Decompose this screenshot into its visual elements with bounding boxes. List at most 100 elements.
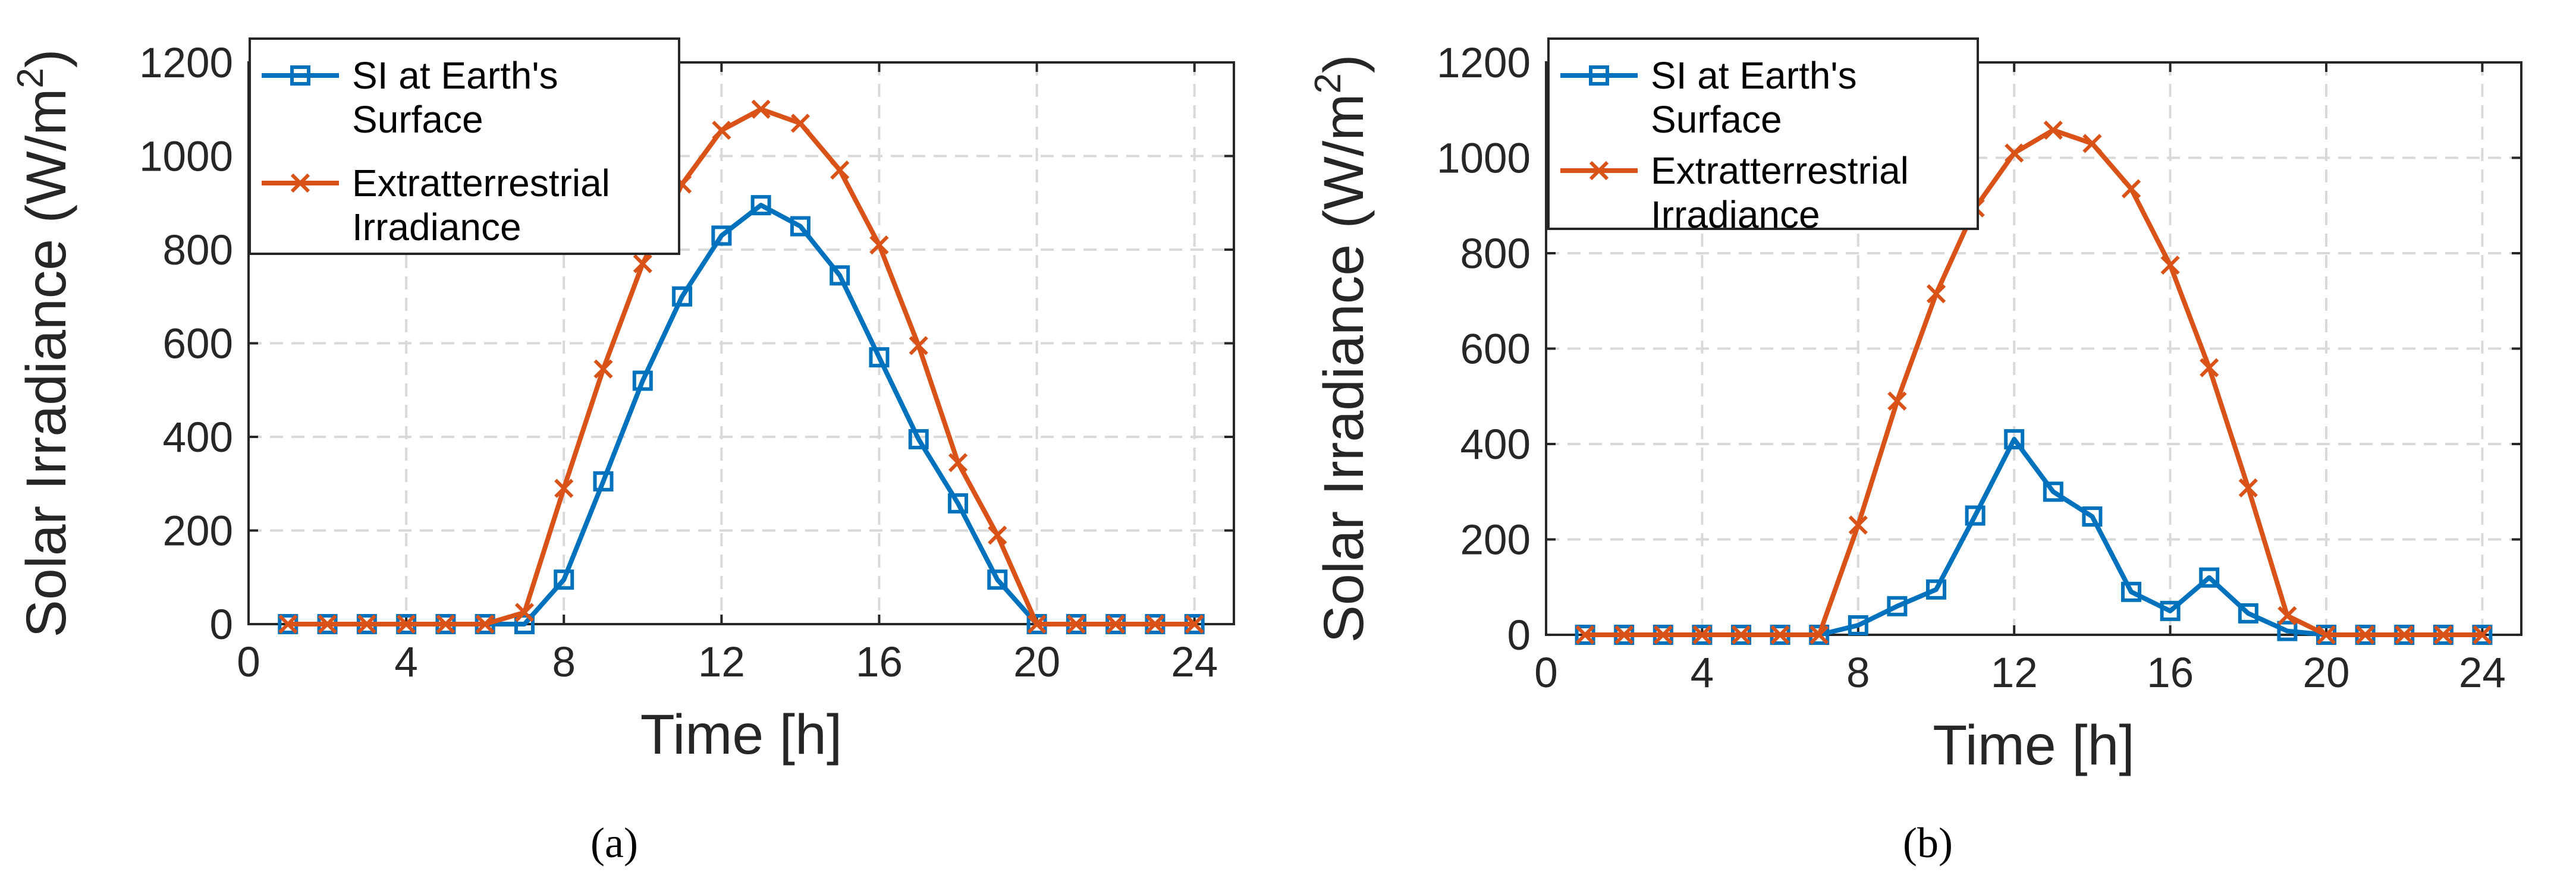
y-axis-label-main: Solar Irradiance (W/m (15, 89, 78, 638)
x-axis-label: Time [h] (640, 703, 843, 766)
data-point-square (514, 614, 535, 634)
legend-label: SI at Earth's (352, 54, 558, 97)
data-point-x (751, 99, 771, 119)
data-point-x (633, 254, 652, 273)
data-point-square (869, 347, 890, 368)
data-point-square (790, 216, 811, 237)
y-axis-label: Solar Irradiance (W/m2) (10, 49, 78, 638)
x-tick-label: 0 (237, 639, 260, 686)
series-line (288, 203, 1195, 626)
data-point-x (2043, 120, 2063, 140)
data-point-x (396, 614, 416, 634)
y-tick-label: 0 (1507, 612, 1531, 659)
data-point-x (830, 160, 850, 180)
series-surface (278, 195, 1205, 634)
legend-label: Surface (1651, 98, 1782, 141)
data-point-x (790, 114, 811, 133)
data-point-square (987, 569, 1008, 590)
legend-swatch-square (1589, 65, 1609, 86)
data-point-x (2355, 625, 2375, 645)
data-point-square (948, 493, 969, 514)
data-point-x (593, 359, 613, 379)
data-point-x (1770, 625, 1790, 645)
data-point-x (357, 614, 376, 634)
data-point-square (1887, 596, 1908, 616)
data-point-square (2004, 429, 2025, 449)
data-point-square (2043, 481, 2063, 502)
data-point-x (2395, 625, 2414, 645)
x-tick-label: 8 (552, 639, 576, 686)
data-point-x (1848, 515, 1868, 535)
data-point-square (1848, 615, 1868, 635)
data-point-x (2473, 625, 2492, 645)
data-point-x (2200, 358, 2219, 377)
legend-label: Surface (352, 98, 483, 141)
panel-caption: (b) (1903, 819, 1953, 867)
data-point-x (948, 453, 968, 473)
data-point-square (2082, 506, 2103, 527)
x-tick-label: 0 (1534, 650, 1558, 697)
y-axis-label-close: ) (1312, 55, 1375, 74)
legend-swatch-x (290, 173, 310, 193)
data-point-square (632, 370, 653, 391)
y-tick-label: 200 (163, 508, 233, 555)
x-tick-label: 4 (1691, 650, 1714, 697)
data-point-x (1106, 614, 1126, 634)
y-tick-label: 0 (210, 602, 234, 648)
y-axis-label-main: Solar Irradiance (W/m (1312, 94, 1375, 643)
data-point-square (908, 429, 929, 449)
data-point-x (2005, 143, 2024, 163)
legend-label: Irradiance (352, 206, 522, 248)
y-tick-label: 200 (1460, 517, 1531, 564)
data-point-x (2277, 606, 2297, 626)
data-point-x (318, 614, 337, 634)
data-point-x (1926, 284, 1946, 304)
y-tick-label: 400 (1460, 421, 1531, 468)
data-point-x (1145, 614, 1165, 634)
data-point-x (436, 614, 455, 634)
chart-panel-b: 0 4 8 12 16 20 24 0 200 400 600 800 1000 1200 Time [h]… (1308, 37, 2522, 867)
x-tick-label: 8 (1846, 650, 1870, 697)
data-point-x (1731, 625, 1751, 645)
y-tick-label: 800 (163, 227, 233, 274)
data-point-x (909, 336, 928, 355)
y-tick-label: 800 (1460, 231, 1531, 278)
data-point-square (2121, 581, 2141, 602)
data-point-square (2238, 603, 2258, 624)
series-extraterrestrial (278, 99, 1204, 634)
data-point-x (1066, 614, 1086, 634)
data-point-x (1653, 625, 1673, 645)
data-point-x (1810, 625, 1829, 645)
data-point-square (2160, 600, 2181, 621)
x-tick-label: 12 (698, 639, 745, 686)
x-tick-label: 4 (394, 639, 418, 686)
y-tick-label: 1000 (139, 134, 233, 181)
data-point-x (2082, 134, 2102, 153)
data-point-x (2433, 625, 2453, 645)
data-point-x (2160, 255, 2180, 275)
x-tick-label: 20 (2303, 650, 2350, 697)
series-surface (1575, 429, 2493, 645)
series-line (1585, 436, 2483, 637)
x-tick-label: 12 (1991, 650, 2038, 697)
data-point-x (1575, 625, 1595, 645)
x-tick-label: 24 (2459, 650, 2506, 697)
data-point-square (672, 286, 693, 307)
data-point-x (554, 478, 574, 498)
series-extraterrestrial (1575, 120, 2492, 645)
data-point-x (278, 614, 298, 634)
data-point-square (1965, 505, 1986, 526)
series-line (288, 106, 1195, 626)
legend-swatch-square (290, 65, 310, 86)
legend-label: Extratterrestrial (1651, 149, 1909, 192)
y-axis-label: Solar Irradiance (W/m2) (1308, 55, 1375, 643)
legend-label: Extratterrestrial (352, 162, 610, 204)
legend-swatch-x (1589, 160, 1609, 181)
panel-caption: (a) (590, 819, 638, 867)
y-axis-label-superscript: 2 (10, 68, 51, 88)
data-point-x (2316, 625, 2336, 645)
